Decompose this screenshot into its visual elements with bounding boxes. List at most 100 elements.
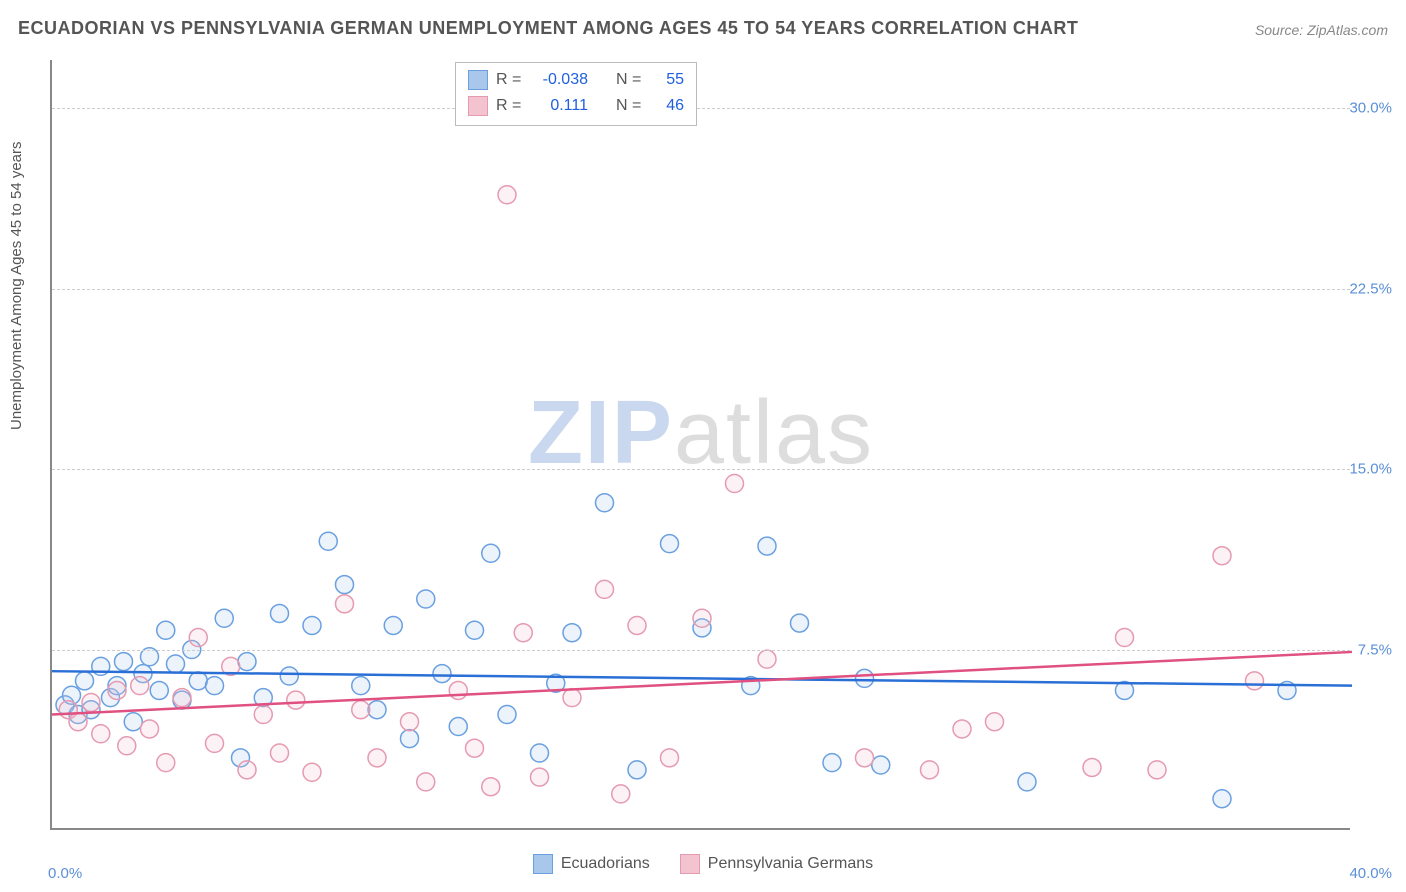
y-tick-label: 15.0% (1349, 461, 1392, 478)
data-point (280, 667, 298, 685)
gridline (52, 108, 1350, 109)
bottom-legend: Ecuadorians Pennsylvania Germans (0, 854, 1406, 874)
data-point (612, 785, 630, 803)
data-point (141, 720, 159, 738)
data-point (417, 590, 435, 608)
data-point (823, 754, 841, 772)
y-tick-label: 30.0% (1349, 100, 1392, 117)
data-point (466, 739, 484, 757)
n-value-0: 55 (654, 71, 684, 89)
legend-item-0: Ecuadorians (533, 854, 650, 874)
data-point (167, 655, 185, 673)
data-point (1083, 758, 1101, 776)
data-point (563, 689, 581, 707)
data-point (986, 713, 1004, 731)
data-point (953, 720, 971, 738)
y-axis-label: Unemployment Among Ages 45 to 54 years (8, 141, 25, 430)
data-point (368, 701, 386, 719)
correlation-stats-box: R = -0.038 N = 55 R = 0.111 N = 46 (455, 62, 697, 126)
data-point (303, 616, 321, 634)
data-point (661, 749, 679, 767)
data-point (596, 494, 614, 512)
n-value-1: 46 (654, 97, 684, 115)
data-point (206, 734, 224, 752)
data-point (173, 689, 191, 707)
data-point (1148, 761, 1166, 779)
data-point (189, 672, 207, 690)
data-point (498, 186, 516, 204)
r-label-1: R = (496, 97, 526, 115)
data-point (1018, 773, 1036, 791)
legend-item-1: Pennsylvania Germans (680, 854, 873, 874)
data-point (1116, 629, 1134, 647)
data-point (157, 754, 175, 772)
gridline (52, 289, 1350, 290)
data-point (563, 624, 581, 642)
data-point (287, 691, 305, 709)
data-point (856, 669, 874, 687)
data-point (433, 665, 451, 683)
data-point (271, 744, 289, 762)
data-point (368, 749, 386, 767)
data-point (115, 653, 133, 671)
chart-title: ECUADORIAN VS PENNSYLVANIA GERMAN UNEMPL… (18, 18, 1078, 39)
data-point (514, 624, 532, 642)
data-point (352, 701, 370, 719)
legend-swatch-0 (533, 854, 553, 874)
stats-row-0: R = -0.038 N = 55 (468, 67, 684, 93)
data-point (449, 718, 467, 736)
data-point (401, 713, 419, 731)
data-point (856, 749, 874, 767)
r-label-0: R = (496, 71, 526, 89)
data-point (449, 681, 467, 699)
legend-swatch-1 (680, 854, 700, 874)
data-point (791, 614, 809, 632)
data-point (628, 616, 646, 634)
data-point (352, 677, 370, 695)
data-point (466, 621, 484, 639)
data-point (1246, 672, 1264, 690)
data-point (82, 693, 100, 711)
data-point (417, 773, 435, 791)
plot-area: ZIPatlas (50, 60, 1350, 830)
gridline (52, 650, 1350, 651)
y-tick-label: 22.5% (1349, 280, 1392, 297)
data-point (131, 677, 149, 695)
data-point (206, 677, 224, 695)
data-point (336, 595, 354, 613)
data-point (124, 713, 142, 731)
data-point (336, 576, 354, 594)
stats-row-1: R = 0.111 N = 46 (468, 93, 684, 119)
data-point (531, 744, 549, 762)
data-point (758, 650, 776, 668)
data-point (150, 681, 168, 699)
gridline (52, 469, 1350, 470)
data-point (76, 672, 94, 690)
data-point (108, 681, 126, 699)
data-point (1213, 547, 1231, 565)
data-point (596, 580, 614, 598)
data-point (482, 544, 500, 562)
legend-label-0: Ecuadorians (561, 855, 650, 873)
data-point (215, 609, 233, 627)
data-point (118, 737, 136, 755)
data-point (69, 713, 87, 731)
swatch-series-1 (468, 96, 488, 116)
data-point (157, 621, 175, 639)
data-point (384, 616, 402, 634)
swatch-series-0 (468, 70, 488, 90)
data-point (758, 537, 776, 555)
r-value-1: 0.111 (534, 97, 588, 115)
data-point (921, 761, 939, 779)
source-attribution: Source: ZipAtlas.com (1255, 22, 1388, 38)
y-tick-label: 7.5% (1358, 641, 1392, 658)
data-point (319, 532, 337, 550)
scatter-svg (52, 60, 1350, 828)
data-point (726, 475, 744, 493)
data-point (189, 629, 207, 647)
data-point (498, 706, 516, 724)
data-point (92, 725, 110, 743)
data-point (531, 768, 549, 786)
data-point (303, 763, 321, 781)
n-label-1: N = (616, 97, 646, 115)
